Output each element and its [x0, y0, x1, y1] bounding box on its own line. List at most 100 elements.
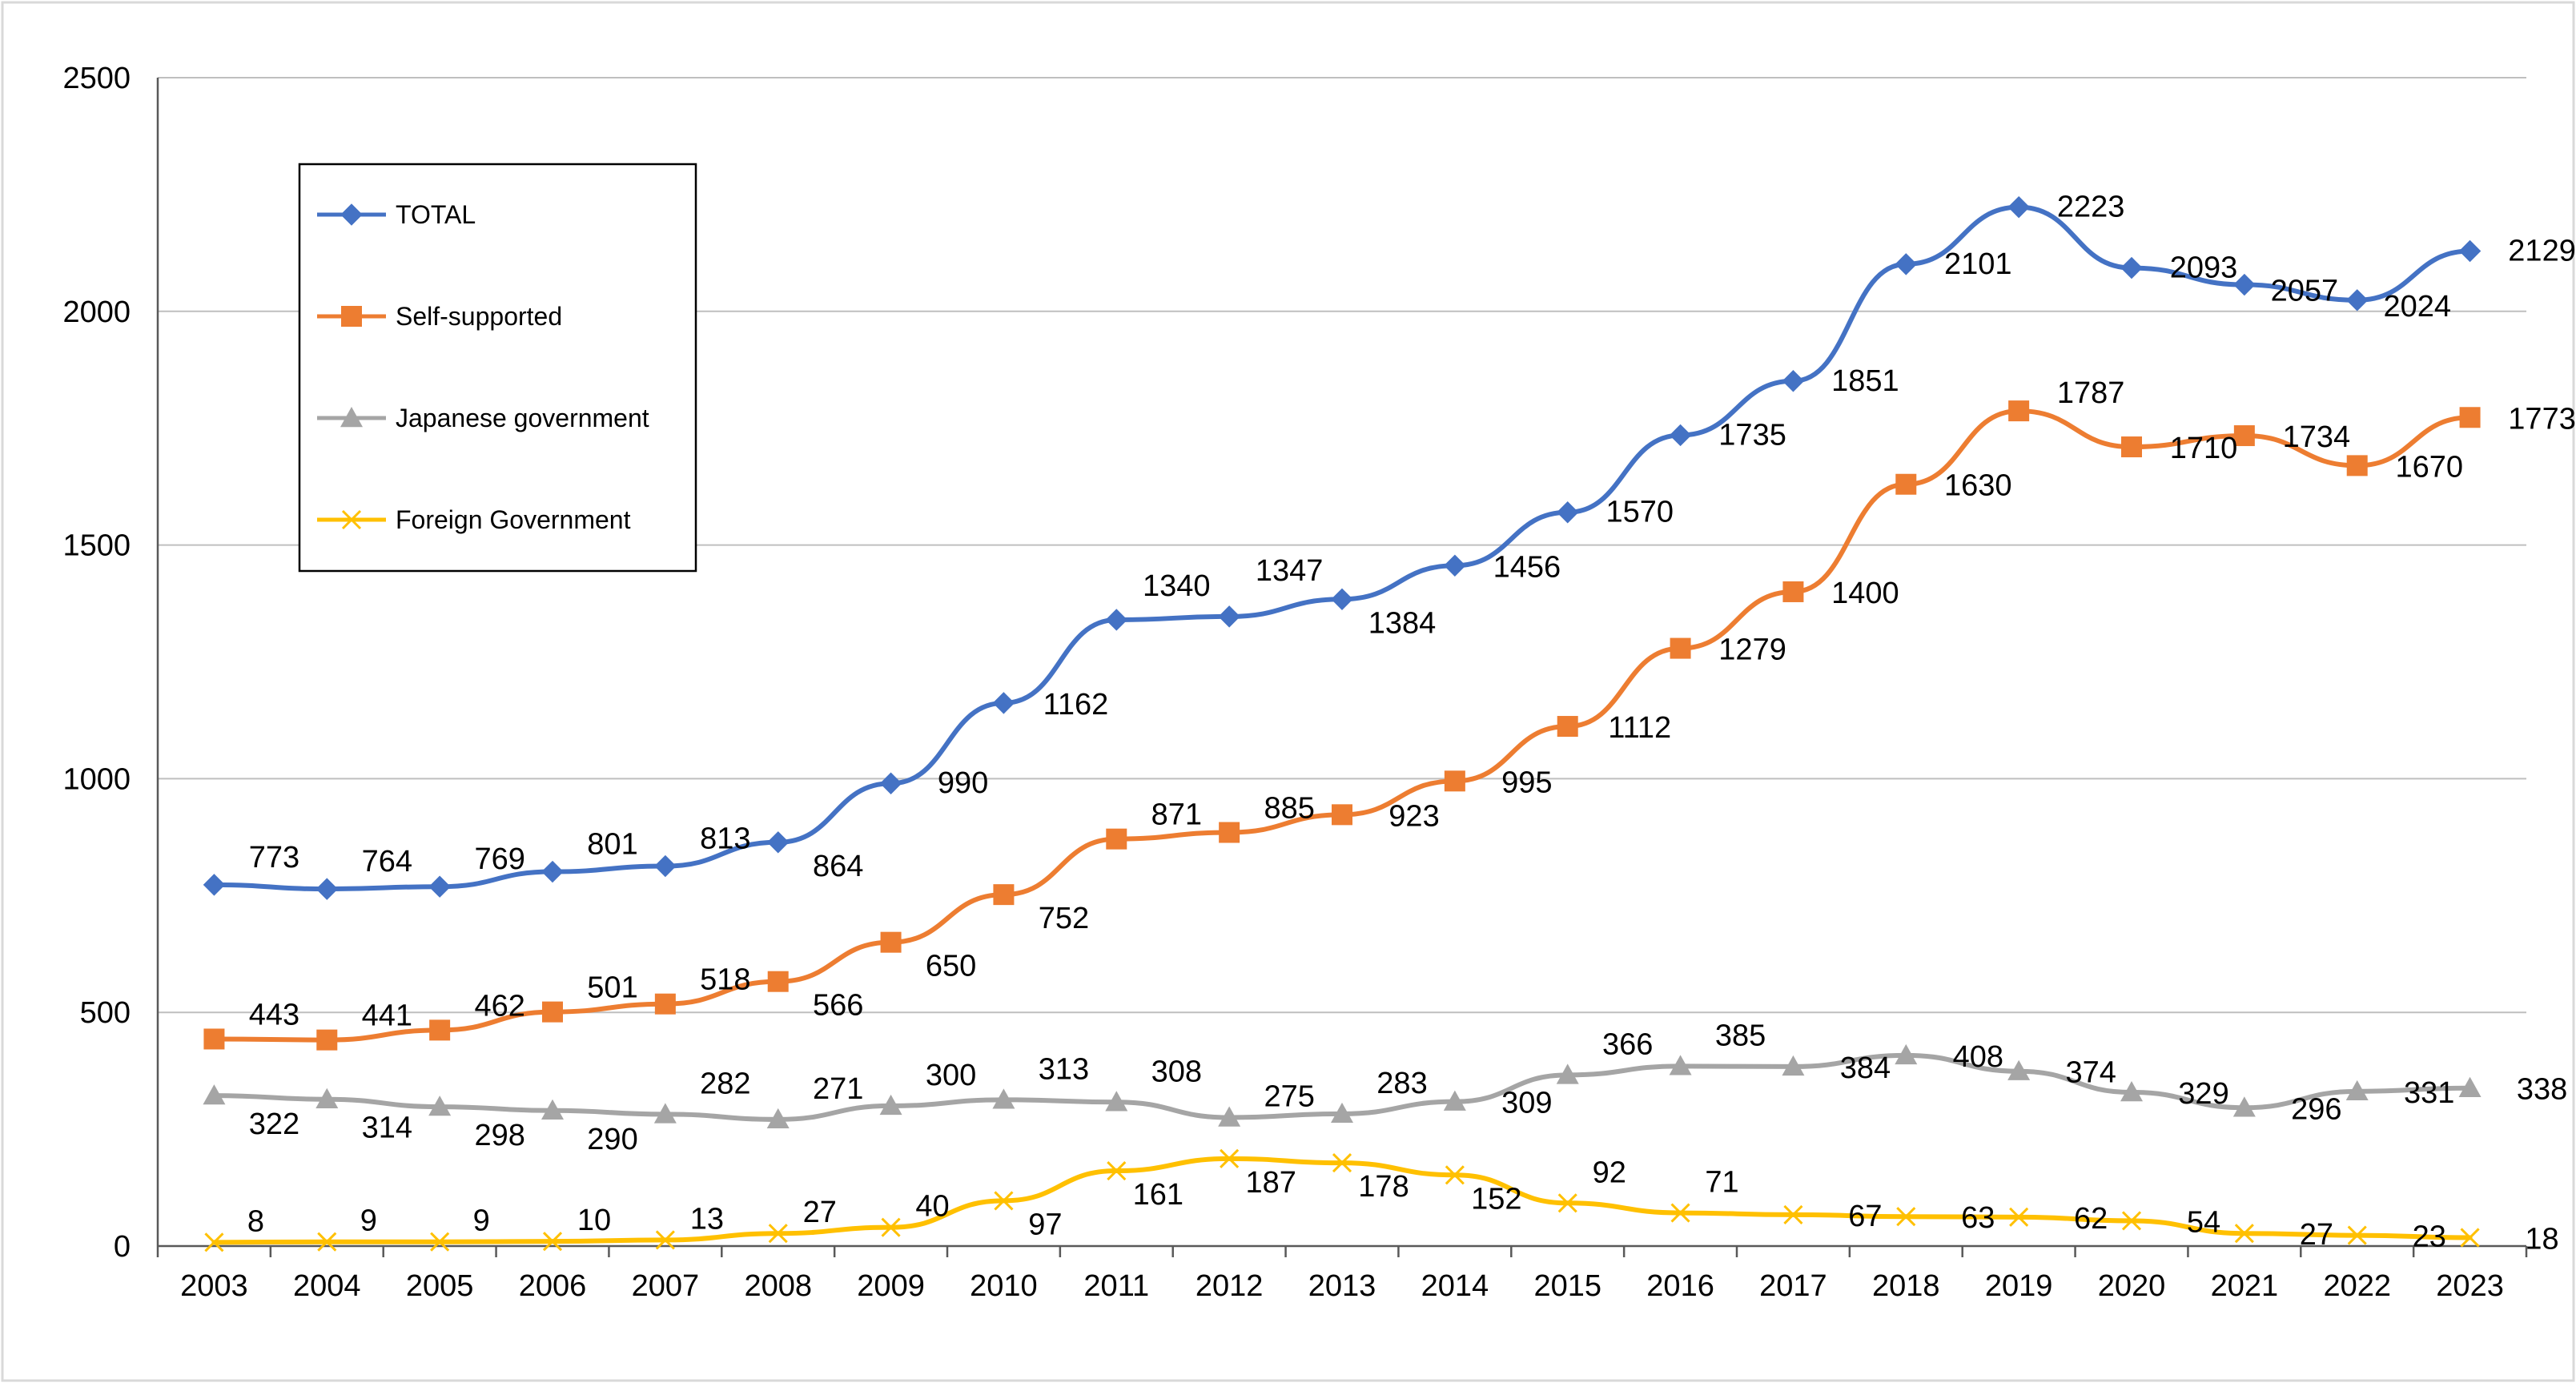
x-tick-label: 2021: [2211, 1269, 2279, 1303]
data-label-japanese-government: 300: [926, 1059, 976, 1092]
data-label-foreign-government: 152: [1471, 1182, 1521, 1216]
data-label-foreign-government: 187: [1245, 1166, 1296, 1200]
data-point-self-supported: [1444, 770, 1465, 792]
data-point-self-supported: [542, 1001, 563, 1023]
data-label-japanese-government: 331: [2404, 1076, 2454, 1110]
data-point-japanese-government: [1669, 1055, 1692, 1075]
legend-swatch-marker: [340, 407, 363, 428]
data-point-foreign-government: [2121, 1211, 2142, 1231]
data-point-foreign-government: [1220, 1148, 1240, 1168]
legend-label: Foreign Government: [396, 505, 631, 534]
y-tick-label: 2500: [62, 62, 131, 95]
data-point-foreign-government: [1783, 1204, 1803, 1224]
data-label-self-supported: 566: [813, 989, 863, 1023]
marker-x-stroke: [2121, 1211, 2142, 1231]
data-point-self-supported: [1782, 581, 1804, 602]
data-point-japanese-government: [2458, 1076, 2482, 1097]
data-point-self-supported: [2121, 436, 2142, 458]
data-point-japanese-government: [315, 1087, 339, 1108]
data-label-self-supported: 1279: [1718, 633, 1786, 667]
legend-label: TOTAL: [396, 200, 476, 229]
data-label-japanese-government: 313: [1039, 1052, 1089, 1086]
data-point-total: [2007, 195, 2030, 219]
data-label-japanese-government: 384: [1840, 1051, 1891, 1085]
data-label-total: 1340: [1143, 569, 1211, 603]
data-point-foreign-government: [204, 1232, 224, 1252]
marker-x-stroke: [994, 1191, 1014, 1211]
data-label-total: 813: [700, 822, 750, 856]
y-tick-label: 500: [80, 996, 131, 1030]
data-label-self-supported: 650: [926, 950, 976, 983]
data-label-foreign-government: 8: [247, 1204, 264, 1238]
data-label-japanese-government: 322: [249, 1108, 299, 1141]
legend-entry-total: TOTAL: [317, 200, 476, 229]
data-label-self-supported: 923: [1388, 799, 1439, 833]
data-label-self-supported: 443: [249, 998, 299, 1031]
data-point-japanese-government: [1782, 1055, 1805, 1076]
data-label-japanese-government: 408: [1953, 1040, 2003, 1074]
data-label-japanese-government: 314: [362, 1112, 412, 1145]
data-point-total: [654, 854, 677, 878]
x-tick-label: 2007: [632, 1269, 700, 1303]
data-label-total: 2093: [2170, 251, 2238, 285]
data-label-total: 2101: [1944, 247, 2012, 281]
data-label-japanese-government: 298: [474, 1119, 524, 1152]
data-point-japanese-government: [766, 1108, 790, 1129]
data-point-japanese-government: [2007, 1059, 2031, 1080]
x-tick-label: 2018: [1872, 1269, 1940, 1303]
data-point-self-supported: [1557, 716, 1578, 738]
marker-x-stroke: [2460, 1228, 2480, 1248]
data-point-total: [1669, 424, 1692, 447]
data-point-self-supported: [2233, 425, 2255, 447]
marker-x-stroke: [1896, 1207, 1916, 1227]
data-point-total: [1218, 605, 1240, 628]
x-tick-label: 2009: [857, 1269, 925, 1303]
x-tick-label: 2015: [1533, 1269, 1601, 1303]
data-point-total: [2120, 256, 2143, 279]
marker-x-stroke: [768, 1224, 788, 1244]
data-label-japanese-government: 283: [1376, 1067, 1427, 1100]
data-label-total: 2024: [2383, 290, 2451, 324]
data-point-japanese-government: [1443, 1090, 1466, 1111]
data-point-total: [541, 860, 564, 883]
data-point-total: [767, 831, 790, 854]
data-point-total: [1557, 501, 1579, 524]
data-point-foreign-government: [1107, 1160, 1127, 1181]
data-label-japanese-government: 309: [1501, 1087, 1552, 1120]
data-label-foreign-government: 27: [2300, 1218, 2333, 1252]
legend-label: Self-supported: [396, 302, 562, 331]
data-point-japanese-government: [2120, 1080, 2143, 1102]
data-label-japanese-government: 329: [2178, 1077, 2228, 1111]
legend-entry-japanese-government: Japanese government: [317, 404, 649, 432]
data-point-japanese-government: [1218, 1106, 1241, 1127]
y-tick-label: 2000: [62, 295, 131, 329]
series-line-total: [211, 204, 2473, 892]
marker-x-stroke: [1557, 1193, 1577, 1213]
data-label-self-supported: 1630: [1944, 469, 2012, 503]
x-tick-label: 2014: [1421, 1269, 1489, 1303]
data-point-foreign-government: [317, 1232, 337, 1252]
data-point-self-supported: [1332, 804, 1352, 826]
data-point-total: [2233, 273, 2256, 296]
y-tick-label: 1500: [62, 529, 131, 563]
data-label-self-supported: 462: [474, 989, 524, 1023]
data-point-self-supported: [2346, 455, 2368, 476]
data-label-total: 1735: [1718, 418, 1786, 452]
data-label-total: 1456: [1493, 550, 1561, 584]
x-tick-label: 2012: [1196, 1269, 1264, 1303]
legend-entry-self-supported: Self-supported: [317, 302, 562, 331]
y-tick-label: 0: [114, 1230, 131, 1264]
data-label-foreign-government: 92: [1593, 1156, 1626, 1189]
data-point-total: [1331, 588, 1353, 611]
marker-x-stroke: [341, 509, 362, 530]
data-point-total: [1782, 370, 1805, 392]
marker-x-stroke: [317, 1232, 337, 1252]
data-label-japanese-government: 385: [1715, 1019, 1766, 1052]
marker-x-stroke: [1670, 1203, 1690, 1223]
data-label-total: 2057: [2271, 275, 2339, 308]
data-point-japanese-government: [1556, 1063, 1579, 1084]
data-point-self-supported: [993, 884, 1015, 906]
data-point-self-supported: [316, 1029, 338, 1051]
data-label-self-supported: 1773: [2508, 402, 2576, 436]
